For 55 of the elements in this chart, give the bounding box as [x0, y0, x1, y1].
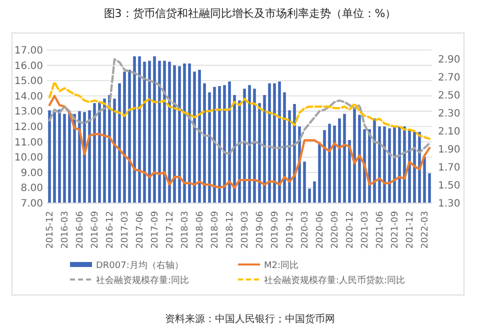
- x-tick-label: 2019-09: [270, 210, 280, 249]
- x-tick-label: 2021-09: [390, 210, 400, 249]
- x-tick-label: 2016-06: [76, 210, 86, 249]
- y2-tick-label: 2.50: [438, 90, 460, 102]
- x-tick-label: 2016-03: [60, 211, 70, 249]
- x-tick-label: 2018-06: [196, 210, 206, 249]
- y-tick-label: 17.00: [14, 46, 43, 56]
- x-tick-label: 2017-09: [150, 210, 160, 249]
- y2-tick-label: 2.10: [438, 126, 460, 138]
- x-tick-label: 2018-09: [210, 210, 220, 249]
- line-series: [48, 58, 431, 158]
- y-tick-label: 13.00: [14, 106, 43, 118]
- x-tick-label: 2020-03: [300, 211, 310, 249]
- x-tick-label: 2020-09: [330, 210, 340, 249]
- y-tick-label: 9.00: [20, 168, 43, 179]
- line-series: [48, 94, 431, 189]
- x-tick-label: 2020-06: [316, 210, 326, 249]
- y2-tick-label: 1.50: [438, 180, 460, 192]
- y-tick-label: 12.00: [14, 122, 43, 133]
- legend-label: DR007:月均（右轴）: [96, 260, 184, 271]
- y2-tick-label: 1.30: [438, 198, 460, 210]
- x-tick-label: 2019-06: [256, 210, 266, 249]
- chart-title: 图3：货币信贷和社融同比增长及市场利率走势（单位：%）: [104, 7, 396, 20]
- x-tick-label: 2021-03: [360, 211, 370, 249]
- x-tick-label: 2017-12: [166, 211, 176, 249]
- line-series: [48, 81, 431, 140]
- x-tick-label: 2022-03: [420, 211, 430, 249]
- x-tick-label: 2020-12: [346, 211, 356, 249]
- x-tick-label: 2016-12: [106, 211, 116, 249]
- y2-tick-label: 2.70: [438, 72, 460, 84]
- text: 资料来源：中国人民银行；中国货币网: [165, 313, 335, 325]
- x-tick-label: 2021-12: [406, 211, 416, 249]
- y-tick-label: 14.00: [14, 91, 43, 102]
- y-tick-label: 11.00: [14, 137, 43, 148]
- x-tick-label: 2021-06: [376, 210, 386, 249]
- legend-label: 社会融资规模存量:人民币贷款:同比: [264, 275, 406, 286]
- x-tick-label: 2019-12: [286, 211, 296, 249]
- y-tick-label: 7.00: [20, 198, 43, 210]
- y-tick-label: 15.00: [14, 76, 43, 88]
- x-tick-label: 2015-12: [46, 211, 56, 249]
- y2-tick-label: 2.30: [438, 108, 460, 120]
- x-tick-label: 2018-03: [180, 211, 190, 249]
- y2-tick-label: 1.70: [438, 162, 460, 174]
- x-tick-label: 2017-03: [120, 211, 130, 249]
- legend-label: 社会融资规模存量:同比: [96, 275, 190, 286]
- x-tick-label: 2017-06: [136, 210, 146, 249]
- x-tick-label: 2016-09: [90, 210, 100, 249]
- legend-label: M2:同比: [264, 260, 299, 271]
- y-tick-label: 10.00: [14, 152, 43, 164]
- y2-tick-label: 1.90: [438, 144, 460, 156]
- y-tick-label: 16.00: [14, 60, 43, 72]
- y-tick-label: 8.00: [20, 183, 43, 194]
- x-tick-label: 2018-12: [226, 211, 236, 249]
- x-tick-label: 2019-03: [240, 211, 250, 249]
- y2-tick-label: 2.90: [438, 54, 460, 66]
